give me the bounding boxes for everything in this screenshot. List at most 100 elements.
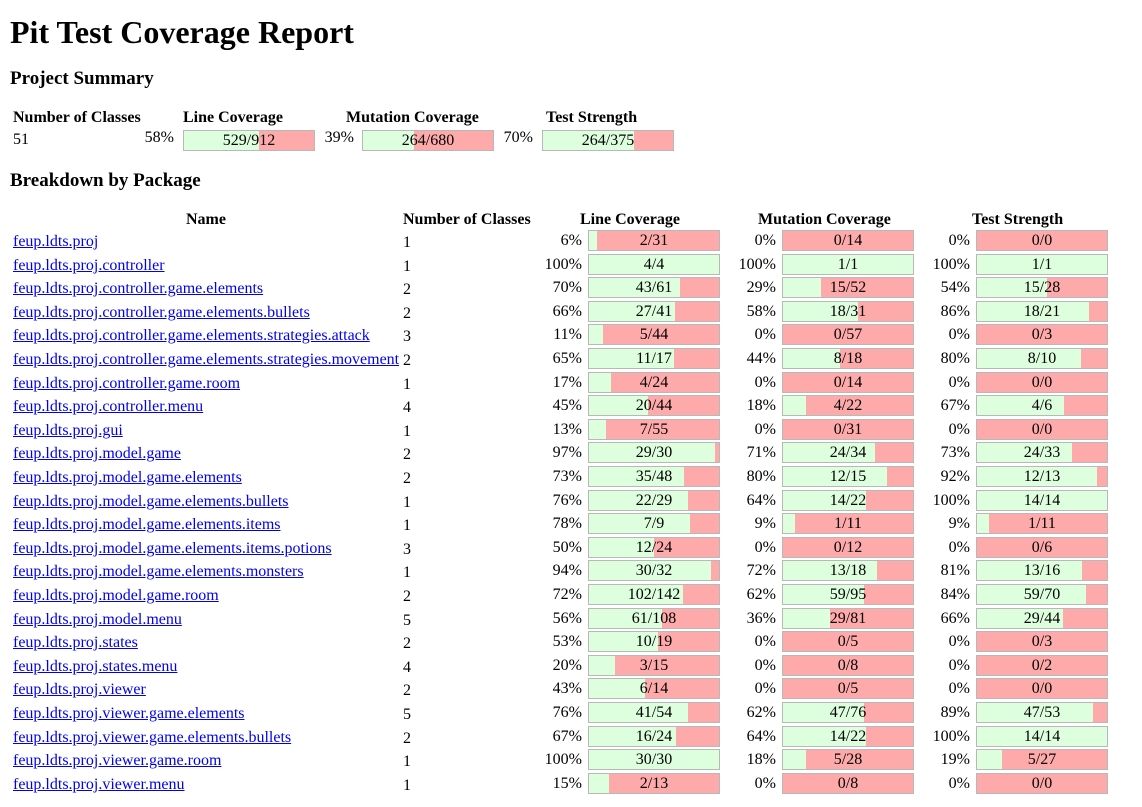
coverage-ratio: 43/61: [635, 279, 673, 296]
line-coverage-bar: 41/54: [588, 702, 720, 723]
mutation-coverage-percent: 71%: [746, 444, 776, 461]
coverage-fill: [977, 302, 1089, 321]
class-count: 2: [403, 682, 411, 699]
mutation-coverage-bar: 24/34: [782, 442, 914, 463]
table-row: feup.ldts.proj.model.game.elements.items…: [0, 513, 1142, 536]
package-link[interactable]: feup.ldts.proj.model.menu: [13, 611, 182, 628]
table-row: feup.ldts.proj.viewer.game.room 1 100% 30/3…: [0, 749, 1142, 772]
package-link[interactable]: feup.ldts.proj.viewer.game.elements: [13, 705, 245, 722]
coverage-ratio: 15/52: [829, 279, 867, 296]
table-row: feup.ldts.proj 1 6% 2/31 0% 0/14 0% 0/0: [0, 230, 1142, 253]
line-coverage-bar: 7/55: [588, 419, 720, 440]
test-strength-percent: 0%: [948, 232, 970, 249]
line-coverage-bar: 7/9: [588, 513, 720, 534]
mutation-coverage-percent: 0%: [754, 657, 776, 674]
coverage-fill: [589, 231, 597, 250]
class-count: 2: [403, 352, 411, 369]
mutation-coverage-bar: 12/15: [782, 466, 914, 487]
coverage-ratio: 0/0: [1031, 680, 1053, 697]
coverage-fill: [589, 467, 684, 486]
coverage-fill: [977, 491, 1107, 510]
test-strength-bar: 24/33: [976, 442, 1108, 463]
package-link[interactable]: feup.ldts.proj.viewer: [13, 681, 146, 698]
coverage-ratio: 1/11: [1028, 515, 1056, 532]
coverage-fill: [589, 255, 719, 274]
column-header-test-strength: Test Strength: [972, 211, 1064, 228]
line-coverage-percent: 76%: [552, 704, 582, 721]
coverage-fill: [977, 255, 1107, 274]
coverage-fill: [977, 585, 1087, 604]
coverage-ratio: 24/33: [1023, 444, 1061, 461]
class-count: 1: [403, 517, 411, 534]
test-strength-percent: 0%: [948, 657, 970, 674]
package-link[interactable]: feup.ldts.proj.gui: [13, 422, 123, 439]
coverage-ratio: 7/9: [643, 515, 665, 532]
coverage-ratio: 12/15: [829, 468, 867, 485]
line-coverage-percent: 100%: [544, 751, 582, 768]
coverage-ratio: 61/108: [631, 610, 677, 627]
package-link[interactable]: feup.ldts.proj.controller.game.elements: [13, 280, 264, 297]
coverage-ratio: 3/15: [639, 657, 669, 674]
mutation-coverage-bar: 59/95: [782, 584, 914, 605]
coverage-ratio: 20/44: [635, 397, 673, 414]
coverage-fill: [589, 420, 606, 439]
coverage-fill: [977, 561, 1083, 580]
coverage-fill: [543, 131, 634, 150]
coverage-fill: [589, 750, 719, 769]
package-link[interactable]: feup.ldts.proj: [13, 233, 99, 250]
summary-mutation-coverage-bar: 264/680: [362, 130, 494, 151]
line-coverage-percent: 78%: [552, 515, 582, 532]
coverage-ratio: 12/24: [635, 539, 673, 556]
line-coverage-percent: 67%: [552, 728, 582, 745]
class-count: 4: [403, 399, 411, 416]
package-link[interactable]: feup.ldts.proj.model.game.room: [13, 587, 219, 604]
package-link[interactable]: feup.ldts.proj.controller.game.elements.…: [13, 351, 400, 368]
package-link[interactable]: feup.ldts.proj.model.game.elements.monst…: [13, 563, 304, 580]
package-link[interactable]: feup.ldts.proj.viewer.game.elements.bull…: [13, 729, 292, 746]
package-link[interactable]: feup.ldts.proj.viewer.game.room: [13, 752, 222, 769]
package-link[interactable]: feup.ldts.proj.model.game: [13, 445, 181, 462]
line-coverage-bar: 61/108: [588, 608, 720, 629]
coverage-ratio: 24/34: [829, 444, 867, 461]
package-link[interactable]: feup.ldts.proj.model.game.elements: [13, 469, 242, 486]
package-link[interactable]: feup.ldts.proj.states.menu: [13, 658, 178, 675]
mutation-coverage-percent: 62%: [746, 704, 776, 721]
test-strength-bar: 15/28: [976, 277, 1108, 298]
table-row: feup.ldts.proj.controller.game.elements.…: [0, 348, 1142, 371]
class-count: 2: [403, 588, 411, 605]
package-link[interactable]: feup.ldts.proj.model.game.elements.items: [13, 516, 281, 533]
package-link[interactable]: feup.ldts.proj.controller.menu: [13, 398, 204, 415]
coverage-fill: [977, 349, 1081, 368]
test-strength-percent: 0%: [948, 421, 970, 438]
coverage-fill: [977, 278, 1048, 297]
mutation-coverage-bar: 4/22: [782, 395, 914, 416]
coverage-ratio: 102/142: [627, 586, 681, 603]
coverage-fill: [977, 609, 1063, 628]
package-link[interactable]: feup.ldts.proj.model.game.elements.items…: [13, 540, 332, 557]
mutation-coverage-percent: 80%: [746, 468, 776, 485]
column-header-classes: Number of Classes: [403, 211, 531, 228]
coverage-ratio: 0/5: [837, 633, 859, 650]
line-coverage-bar: 6/14: [588, 678, 720, 699]
line-coverage-bar: 43/61: [588, 277, 720, 298]
package-link[interactable]: feup.ldts.proj.states: [13, 634, 138, 651]
package-link[interactable]: feup.ldts.proj.controller.game.elements.…: [13, 327, 370, 344]
package-link[interactable]: feup.ldts.proj.controller: [13, 257, 165, 274]
table-row: feup.ldts.proj.viewer.game.elements.bull…: [0, 726, 1142, 749]
coverage-ratio: 18/21: [1023, 303, 1061, 320]
coverage-fill: [783, 585, 864, 604]
table-row: feup.ldts.proj.controller.game.elements.…: [0, 324, 1142, 347]
test-strength-bar: 0/0: [976, 678, 1108, 699]
class-count: 1: [403, 494, 411, 511]
coverage-fill: [589, 727, 677, 746]
mutation-coverage-bar: 0/57: [782, 324, 914, 345]
package-link[interactable]: feup.ldts.proj.controller.game.elements.…: [13, 304, 310, 321]
package-link[interactable]: feup.ldts.proj.viewer.menu: [13, 776, 185, 793]
mutation-coverage-percent: 18%: [746, 397, 776, 414]
package-link[interactable]: feup.ldts.proj.model.game.elements.bulle…: [13, 493, 289, 510]
table-row: feup.ldts.proj.gui 1 13% 7/55 0% 0/31 0% 0/0: [0, 419, 1142, 442]
summary-strength-percent: 70%: [503, 129, 533, 146]
coverage-ratio: 0/8: [837, 775, 859, 792]
mutation-coverage-bar: 1/1: [782, 254, 914, 275]
package-link[interactable]: feup.ldts.proj.controller.game.room: [13, 375, 241, 392]
